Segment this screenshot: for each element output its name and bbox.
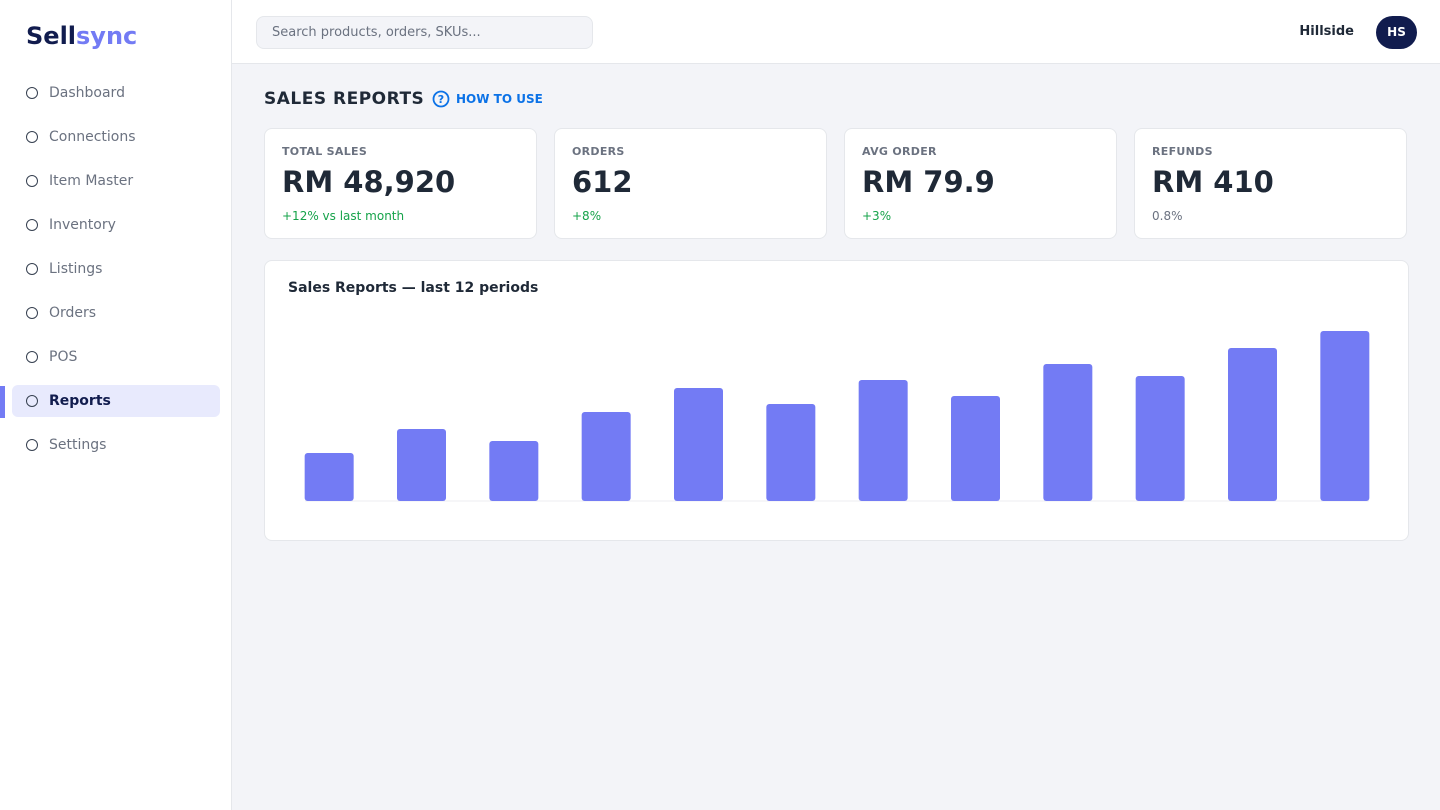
nav-item[interactable]: Connections [12,121,220,153]
bar [1228,348,1277,501]
nav-icon [26,219,38,231]
nav-item[interactable]: Reports [12,385,220,417]
help-link[interactable]: ? HOW TO USE [432,90,543,108]
nav-icon [26,131,38,143]
bar [951,396,1000,501]
avatar[interactable]: HS [1376,16,1417,49]
kpi-card: REFUNDS RM 410 0.8% [1134,128,1407,239]
active-indicator [0,386,5,418]
nav-icon [26,87,38,99]
page-title: SALES REPORTS [264,89,425,109]
nav-icon [26,439,38,451]
kpi-card: ORDERS 612 +8% [554,128,827,239]
kpi-delta: +8% [572,209,602,223]
kpi-delta: +12% vs last month [282,209,405,223]
logo-second: sync [76,22,138,50]
nav-icon [26,395,38,407]
logo[interactable]: Sellsync [26,22,137,50]
kpi-delta: 0.8% [1152,209,1183,223]
bar [489,441,539,501]
bar [1135,376,1185,501]
nav-icon [26,351,38,363]
bar [858,380,908,501]
search-input[interactable]: Search products, orders, SKUs... [256,16,593,49]
kpi-value: RM 79.9 [862,165,995,199]
kpi-label: AVG ORDER [862,145,937,158]
kpi-delta: +3% [862,209,892,223]
nav-item[interactable]: POS [12,341,220,373]
nav-label: POS [49,349,78,365]
nav-icon [26,263,38,275]
nav-item[interactable]: Listings [12,253,220,285]
nav-item[interactable]: Settings [12,429,220,461]
kpi-label: ORDERS [572,145,625,158]
kpi-value: RM 48,920 [282,165,456,199]
nav-item[interactable]: Item Master [12,165,220,197]
bar [674,388,723,501]
chart [304,331,1370,502]
logo-first: Sell [26,22,77,50]
nav-label: Settings [49,437,107,453]
nav-label: Orders [49,305,97,321]
bar [304,453,354,501]
nav-item[interactable]: Dashboard [12,77,220,109]
nav-label: Item Master [49,173,134,189]
nav-item[interactable]: Inventory [12,209,220,241]
nav-label: Inventory [49,217,116,233]
bar [766,404,816,501]
help-text: HOW TO USE [456,92,543,106]
nav-label: Reports [49,393,111,409]
nav-item[interactable]: Orders [12,297,220,329]
bar [581,412,631,501]
svg-text:?: ? [438,93,444,106]
kpi-value: 612 [572,165,633,199]
user-name: Hillside [1299,24,1354,39]
nav-label: Connections [49,129,136,145]
kpi-card: AVG ORDER RM 79.9 +3% [844,128,1117,239]
bar [397,429,446,501]
kpi-label: REFUNDS [1152,145,1213,158]
sidebar: Sellsync Dashboard Connections Item Master… [0,0,232,810]
nav-icon [26,307,38,319]
bar [1043,364,1093,501]
chart-card: Sales Reports — last 12 periods [264,260,1409,541]
help-icon: ? [432,90,450,108]
nav-label: Listings [49,261,103,277]
chart-title: Sales Reports — last 12 periods [288,280,539,296]
nav-icon [26,175,38,187]
kpi-label: TOTAL SALES [282,145,368,158]
kpi-value: RM 410 [1152,165,1274,199]
kpi-card: TOTAL SALES RM 48,920 +12% vs last month [264,128,537,239]
bar [1320,331,1370,501]
nav-label: Dashboard [49,85,125,101]
topbar: Search products, orders, SKUs... Hillsid… [232,0,1440,64]
